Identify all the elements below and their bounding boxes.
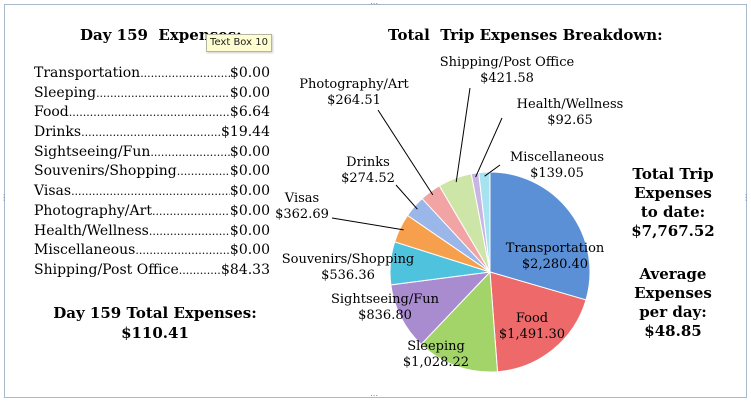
slice-value: $421.58 <box>432 71 582 87</box>
trip-total-label: Expenses <box>618 184 728 203</box>
leader-line <box>456 88 470 182</box>
slice-value: $92.65 <box>505 113 635 129</box>
slice-value: $139.05 <box>505 166 609 182</box>
slice-label-sleeping: Sleeping $1,028.22 <box>396 339 476 371</box>
slice-name: Miscellaneous <box>505 150 609 166</box>
slice-name: Souvenirs/Shopping <box>280 252 416 268</box>
leader-line <box>396 185 417 209</box>
slice-value: $2,280.40 <box>505 257 605 273</box>
slice-label-souvenirs: Souvenirs/Shopping $536.36 <box>280 252 416 284</box>
average-label: Expenses <box>618 284 728 303</box>
slice-label-photography: Photography/Art $264.51 <box>296 77 412 109</box>
slice-name: Photography/Art <box>296 77 412 93</box>
slice-label-miscellaneous: Miscellaneous $139.05 <box>505 150 609 182</box>
slice-value: $362.69 <box>270 207 334 223</box>
slice-name: Food <box>492 311 572 327</box>
slice-label-drinks: Drinks $274.52 <box>336 155 400 187</box>
average-expense: Average Expenses per day: $48.85 <box>618 265 728 341</box>
slice-name: Drinks <box>336 155 400 171</box>
trip-total-label: to date: <box>618 203 728 222</box>
slice-name: Visas <box>270 191 334 207</box>
average-label: Average <box>618 265 728 284</box>
slice-label-transportation: Transportation $2,280.40 <box>505 241 605 273</box>
slice-label-visas: Visas $362.69 <box>270 191 334 223</box>
slice-name: Health/Wellness <box>505 97 635 113</box>
slice-name: Transportation <box>505 241 605 257</box>
trip-total-value: $7,767.52 <box>618 222 728 241</box>
slice-value: $264.51 <box>296 93 412 109</box>
slice-value: $536.36 <box>280 268 416 284</box>
average-label: per day: <box>618 303 728 322</box>
slice-label-shipping: Shipping/Post Office $421.58 <box>432 55 582 87</box>
slice-label-health: Health/Wellness $92.65 <box>505 97 635 129</box>
slice-label-sightseeing: Sightseeing/Fun $836.80 <box>330 292 440 324</box>
trip-total-label: Total Trip <box>618 165 728 184</box>
leader-line <box>476 118 502 177</box>
slice-label-food: Food $1,491.30 <box>492 311 572 343</box>
leader-line <box>332 218 404 230</box>
trip-total: Total Trip Expenses to date: $7,767.52 <box>618 165 728 241</box>
slice-value: $1,491.30 <box>492 327 572 343</box>
slice-name: Shipping/Post Office <box>432 55 582 71</box>
slice-value: $274.52 <box>336 171 400 187</box>
slice-value: $1,028.22 <box>396 355 476 371</box>
slice-name: Sightseeing/Fun <box>330 292 440 308</box>
slice-name: Sleeping <box>396 339 476 355</box>
slice-value: $836.80 <box>330 308 440 324</box>
average-value: $48.85 <box>618 322 728 341</box>
